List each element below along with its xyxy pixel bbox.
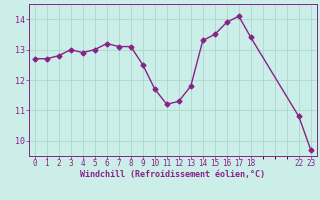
- X-axis label: Windchill (Refroidissement éolien,°C): Windchill (Refroidissement éolien,°C): [80, 170, 265, 179]
